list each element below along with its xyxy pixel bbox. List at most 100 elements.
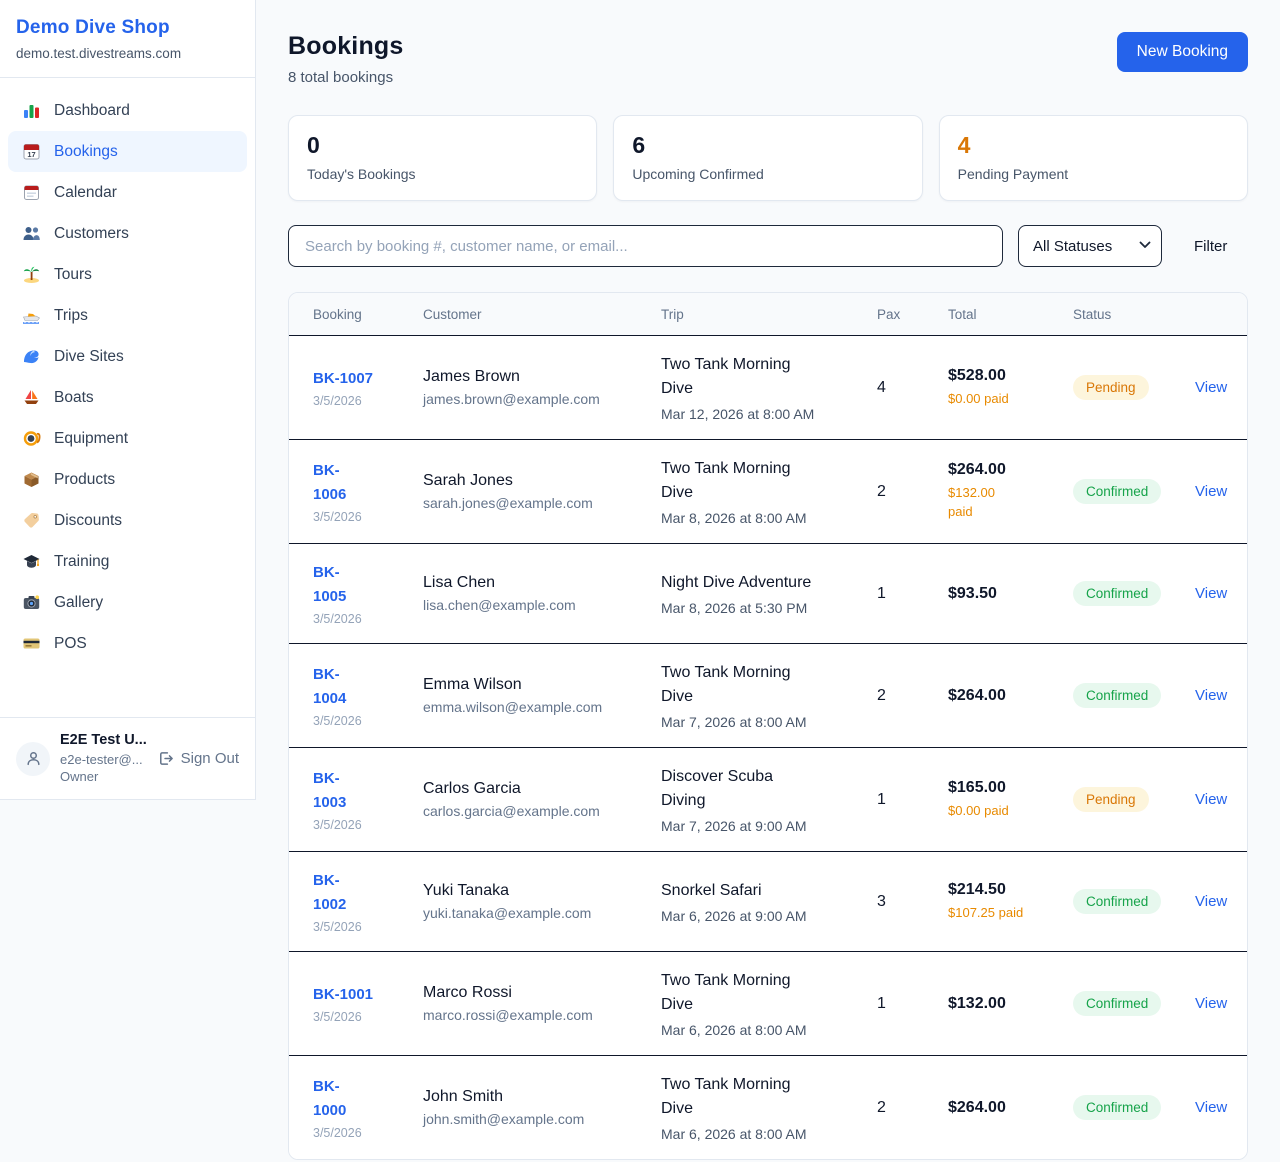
sidebar-item-customers[interactable]: Customers: [8, 213, 247, 254]
nav-item-label: POS: [54, 634, 87, 652]
booking-id-link[interactable]: BK-1007: [313, 370, 374, 387]
trip-date: Mar 8, 2026 at 8:00 AM: [661, 510, 807, 526]
tours-icon: [22, 265, 41, 284]
trip-name: Two Tank Morning Dive: [661, 664, 791, 705]
trip-name: Two Tank Morning Dive: [661, 356, 791, 397]
view-link[interactable]: View: [1195, 482, 1228, 500]
column-header-total: Total: [948, 306, 977, 322]
search-input[interactable]: [288, 225, 1003, 267]
status-select[interactable]: All Statuses: [1018, 225, 1162, 267]
stat-card-upcoming-confirmed: 6 Upcoming Confirmed: [613, 115, 923, 201]
customer-name: Sarah Jones: [423, 472, 513, 489]
paid-amount: $0.00 paid: [948, 802, 1009, 818]
booking-date: 3/5/2026: [313, 714, 362, 728]
brand-domain: demo.test.divestreams.com: [16, 46, 182, 61]
sidebar-item-equipment[interactable]: Equipment: [8, 418, 247, 459]
trip-date: Mar 6, 2026 at 8:00 AM: [661, 1022, 807, 1038]
view-link[interactable]: View: [1195, 892, 1228, 910]
stat-label: Pending Payment: [957, 166, 1069, 182]
view-link[interactable]: View: [1195, 994, 1228, 1012]
customer-name: John Smith: [423, 1088, 504, 1105]
booking-id-link[interactable]: BK-1001: [313, 986, 374, 1003]
sidebar-item-discounts[interactable]: Discounts: [8, 500, 247, 541]
customer-name: Marco Rossi: [423, 984, 512, 1001]
nav-item-label: Calendar: [54, 183, 117, 201]
booking-date: 3/5/2026: [313, 920, 362, 934]
customer-email: emma.wilson@example.com: [423, 699, 603, 715]
discounts-icon: [22, 511, 41, 530]
customer-name: Yuki Tanaka: [423, 882, 509, 899]
booking-id-link[interactable]: BK- 1004: [313, 666, 347, 707]
status-badge: Confirmed: [1073, 889, 1162, 914]
filter-button[interactable]: Filter: [1194, 237, 1228, 255]
sign-out-button[interactable]: Sign Out: [157, 750, 239, 767]
pax-count: 2: [877, 686, 886, 704]
paid-amount: $107.25 paid: [948, 904, 1024, 920]
sidebar-item-gallery[interactable]: Gallery: [8, 582, 247, 623]
stat-value: 0: [307, 132, 320, 158]
booking-date: 3/5/2026: [313, 818, 362, 832]
paid-amount: $0.00 paid: [948, 390, 1009, 406]
view-link[interactable]: View: [1195, 790, 1228, 808]
sidebar-item-calendar[interactable]: Calendar: [8, 172, 247, 213]
booking-id-link[interactable]: BK- 1002: [313, 872, 347, 913]
sidebar-item-dashboard[interactable]: Dashboard: [8, 90, 247, 131]
sidebar-item-training[interactable]: Training: [8, 541, 247, 582]
booking-id-link[interactable]: BK- 1005: [313, 564, 347, 605]
main-content: Bookings 8 total bookings New Booking 0 T…: [288, 0, 1248, 1160]
dive-sites-icon: [22, 347, 41, 366]
sidebar-item-pos[interactable]: POS: [8, 623, 247, 664]
total-amount: $264.00: [948, 1098, 1006, 1116]
trip-date: Mar 12, 2026 at 8:00 AM: [661, 406, 815, 422]
booking-id-link[interactable]: BK- 1000: [313, 1078, 347, 1119]
view-link[interactable]: View: [1195, 1098, 1228, 1116]
view-link[interactable]: View: [1195, 584, 1228, 602]
sidebar-item-trips[interactable]: Trips: [8, 295, 247, 336]
view-link[interactable]: View: [1195, 686, 1228, 704]
pax-count: 3: [877, 892, 886, 910]
customer-email: marco.rossi@example.com: [423, 1007, 593, 1023]
stat-value: 6: [632, 132, 646, 158]
nav-item-label: Products: [54, 470, 116, 488]
table-body: BK-1007 3/5/2026 James Brown james.brown…: [289, 336, 1247, 1159]
sidebar-item-bookings[interactable]: Bookings: [8, 131, 247, 172]
trips-icon: [22, 306, 41, 325]
trip-name: Night Dive Adventure: [661, 574, 812, 591]
table-row: BK-1001 3/5/2026 Marco Rossi marco.rossi…: [289, 952, 1247, 1056]
customer-email: james.brown@example.com: [423, 391, 600, 407]
column-header-booking: Booking: [313, 306, 362, 322]
booking-id-link[interactable]: BK- 1006: [313, 462, 347, 503]
table-row: BK- 1005 3/5/2026 Lisa Chen lisa.chen@ex…: [289, 544, 1247, 644]
pax-count: 1: [877, 994, 886, 1012]
new-booking-button[interactable]: New Booking: [1116, 32, 1248, 72]
training-icon: [22, 552, 41, 571]
trip-date: Mar 6, 2026 at 8:00 AM: [661, 1126, 807, 1142]
filters-bar: All Statuses Filter: [288, 225, 1248, 267]
trip-name: Two Tank Morning Dive: [661, 1076, 791, 1117]
status-badge: Pending: [1073, 787, 1149, 812]
user-info: E2E Test U... e2e-tester@... Owner: [60, 731, 147, 786]
calendar-icon: [22, 183, 41, 202]
trip-date: Mar 7, 2026 at 8:00 AM: [661, 714, 807, 730]
view-link[interactable]: View: [1195, 378, 1228, 396]
person-icon: [25, 750, 42, 767]
brand: Demo Dive Shop demo.test.divestreams.com: [0, 0, 255, 78]
sidebar-item-tours[interactable]: Tours: [8, 254, 247, 295]
customer-email: yuki.tanaka@example.com: [423, 905, 592, 921]
trip-name: Two Tank Morning Dive: [661, 972, 791, 1013]
booking-id-link[interactable]: BK- 1003: [313, 770, 347, 811]
customer-name: Carlos Garcia: [423, 780, 521, 797]
sidebar: Demo Dive Shop demo.test.divestreams.com…: [0, 0, 256, 800]
pos-icon: [22, 634, 41, 653]
sidebar-item-boats[interactable]: Boats: [8, 377, 247, 418]
booking-date: 3/5/2026: [313, 1126, 362, 1140]
sidebar-item-dive-sites[interactable]: Dive Sites: [8, 336, 247, 377]
bookings-table: Booking Customer Trip Pax Total Status BK-100…: [288, 292, 1248, 1160]
sidebar-item-products[interactable]: Products: [8, 459, 247, 500]
pax-count: 2: [877, 1098, 886, 1116]
gallery-icon: [22, 593, 41, 612]
status-badge: Confirmed: [1073, 991, 1162, 1016]
products-icon: [22, 470, 41, 489]
total-amount: $93.50: [948, 584, 997, 602]
nav-item-label: Discounts: [54, 511, 123, 529]
